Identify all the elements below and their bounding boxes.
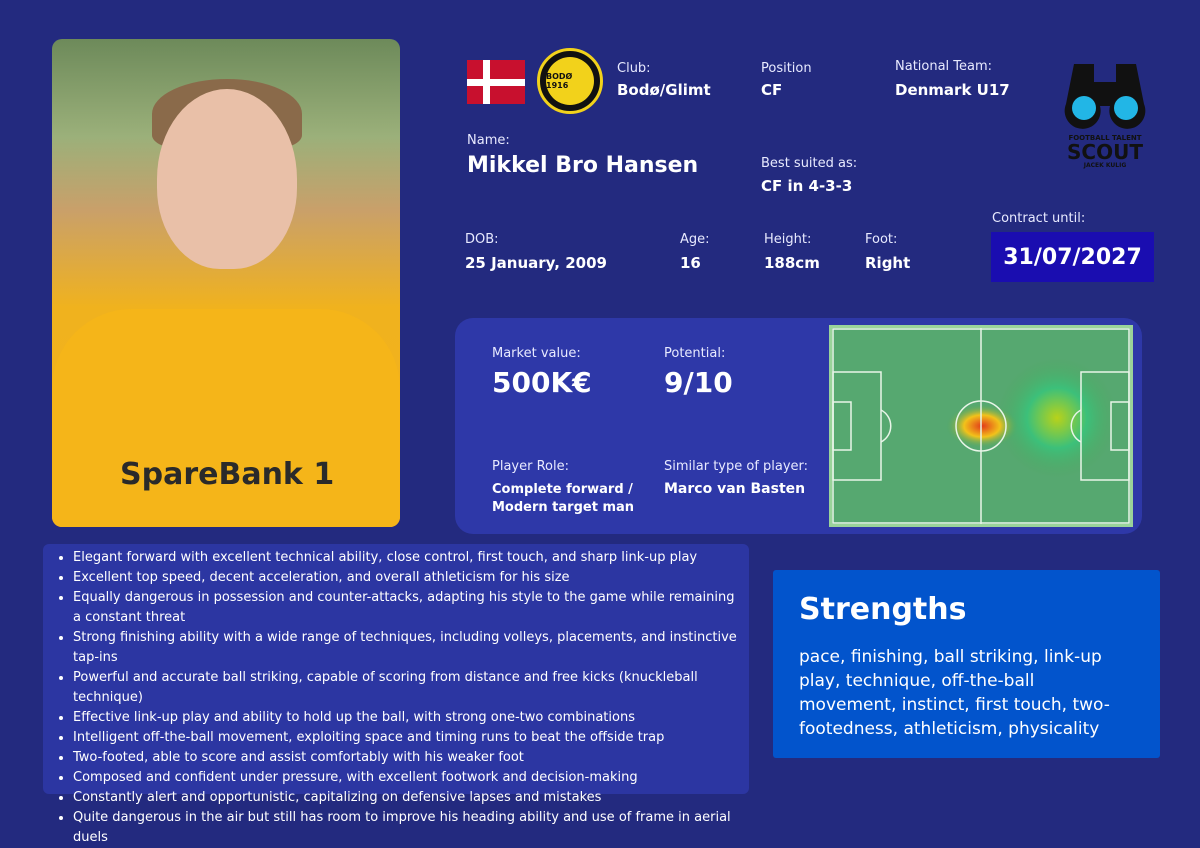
similar-player-label: Similar type of player:: [664, 459, 809, 474]
strengths-text: pace, finishing, ball striking, link-up …: [799, 647, 1110, 739]
player-role-label: Player Role:: [492, 459, 569, 474]
description-item: Composed and confident under pressure, w…: [73, 768, 739, 788]
best-suited-value: CF in 4-3-3: [761, 177, 853, 195]
potential-value: 9/10: [664, 366, 733, 399]
club-label: Club:: [617, 61, 651, 76]
player-role-value: Complete forward / Modern target man: [492, 482, 635, 515]
club-value: Bodø/Glimt: [617, 81, 711, 99]
age-value: 16: [680, 254, 701, 272]
player-photo: SpareBank 1: [52, 39, 400, 527]
market-value-label: Market value:: [492, 346, 581, 361]
dob-value: 25 January, 2009: [465, 254, 607, 272]
description-item: Two-footed, able to score and assist com…: [73, 748, 739, 768]
name-label: Name:: [467, 133, 510, 148]
best-suited-label: Best suited as:: [761, 156, 858, 171]
similar-player-value: Marco van Basten: [664, 481, 806, 497]
market-value: 500K€: [492, 366, 592, 399]
denmark-flag-icon: [467, 60, 525, 104]
binoculars-icon: [1064, 64, 1146, 129]
strengths-box: Strengths pace, finishing, ball striking…: [773, 570, 1160, 758]
description-item: Excellent top speed, decent acceleration…: [73, 568, 739, 588]
description-list: Elegant forward with excellent technical…: [43, 544, 749, 845]
pitch-lines: [832, 328, 1130, 524]
player-name: Mikkel Bro Hansen: [467, 153, 699, 178]
description-item: Effective link-up play and ability to ho…: [73, 708, 739, 728]
position-value: CF: [761, 81, 783, 99]
contract-label: Contract until:: [992, 211, 1086, 226]
photo-sponsor: SpareBank 1: [120, 457, 335, 492]
scout-logo: FOOTBALL TALENT SCOUT JACEK KULIG: [1060, 58, 1150, 173]
position-label: Position: [761, 61, 812, 76]
height-value: 188cm: [764, 254, 820, 272]
height-label: Height:: [764, 232, 812, 247]
national-team-label: National Team:: [895, 59, 993, 74]
description-item: Constantly alert and opportunistic, capi…: [73, 788, 739, 808]
description-item: Intelligent off-the-ball movement, explo…: [73, 728, 739, 748]
foot-label: Foot:: [865, 232, 898, 247]
age-label: Age:: [680, 232, 710, 247]
dob-label: DOB:: [465, 232, 499, 247]
strengths-title: Strengths: [799, 592, 967, 627]
contract-value: 31/07/2027: [991, 232, 1154, 282]
foot-value: Right: [865, 254, 911, 272]
club-crest-icon: BODØ 1916: [537, 48, 603, 114]
description-item: Powerful and accurate ball striking, cap…: [73, 668, 739, 708]
description-item: Strong finishing ability with a wide ran…: [73, 628, 739, 668]
potential-label: Potential:: [664, 346, 726, 361]
national-team-value: Denmark U17: [895, 81, 1010, 99]
description-item: Equally dangerous in possession and coun…: [73, 588, 739, 628]
description-item: Quite dangerous in the air but still has…: [73, 808, 739, 848]
description-item: Elegant forward with excellent technical…: [73, 548, 739, 568]
heatmap-pitch: [829, 325, 1133, 527]
